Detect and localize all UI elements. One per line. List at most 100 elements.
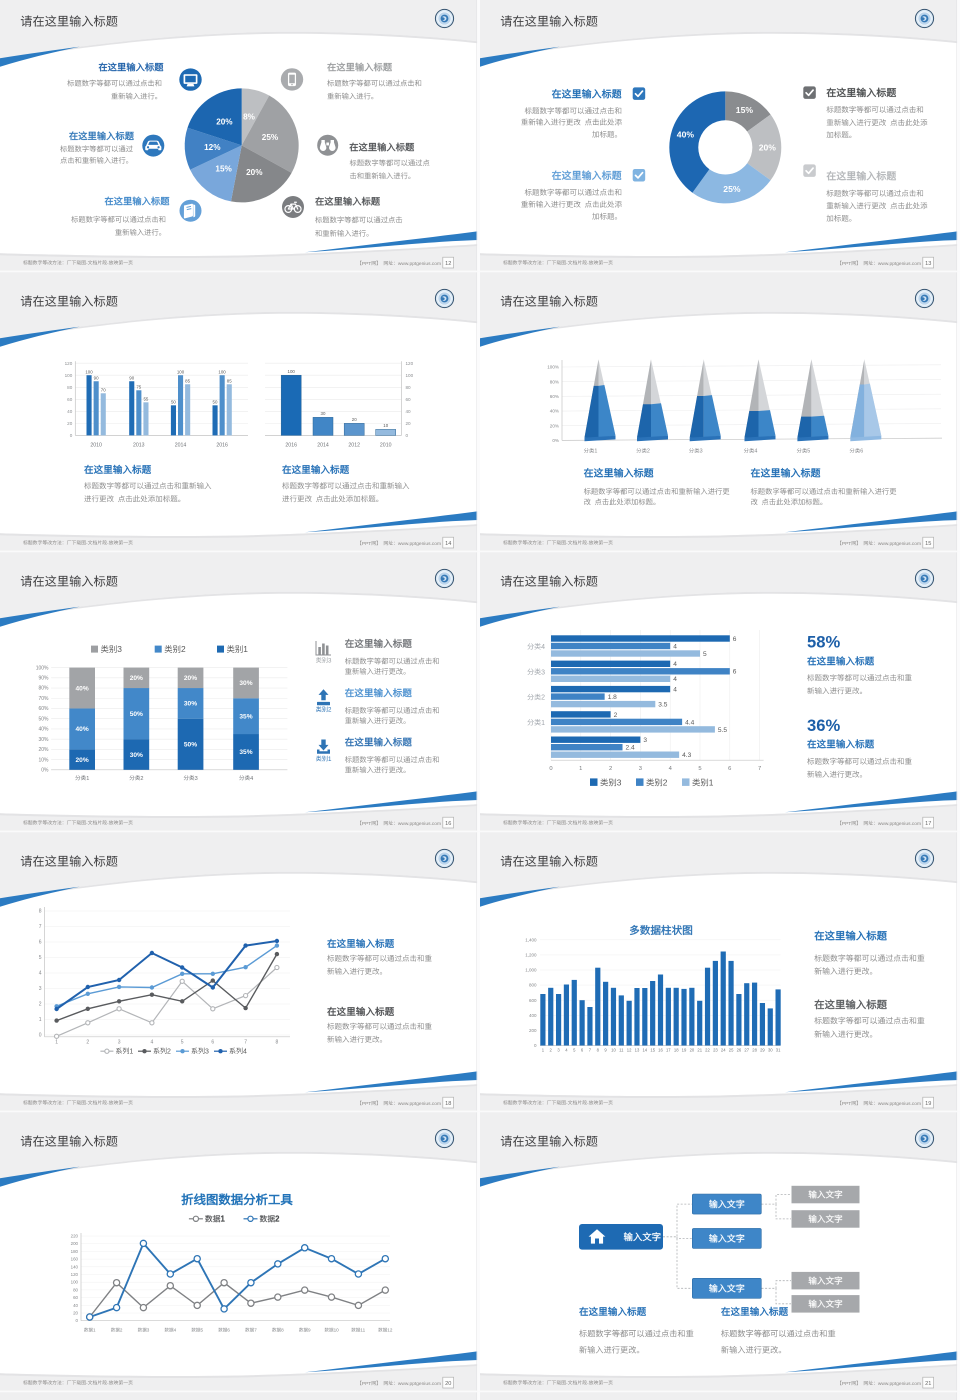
svg-text:3: 3 — [643, 737, 647, 744]
svg-text:3: 3 — [39, 986, 42, 992]
svg-text:10: 10 — [383, 423, 388, 428]
svg-text:16: 16 — [445, 821, 451, 827]
svg-text:30: 30 — [768, 1048, 773, 1053]
svg-text:20: 20 — [352, 417, 357, 422]
svg-text:7: 7 — [758, 766, 761, 772]
svg-text:35%: 35% — [239, 749, 252, 756]
svg-text:30%: 30% — [130, 752, 143, 759]
svg-text:17: 17 — [666, 1048, 671, 1053]
svg-text:400: 400 — [529, 1013, 537, 1018]
svg-text:26: 26 — [737, 1048, 742, 1053]
svg-text:25: 25 — [729, 1048, 734, 1053]
svg-text:6: 6 — [39, 940, 42, 946]
svg-text:18: 18 — [445, 1101, 451, 1107]
svg-text:20%: 20% — [38, 747, 49, 753]
svg-text:200: 200 — [71, 1241, 79, 1246]
svg-text:19: 19 — [925, 1101, 931, 1107]
svg-text:20%: 20% — [184, 675, 197, 682]
svg-text:1: 1 — [55, 1040, 58, 1046]
svg-text:50: 50 — [213, 400, 218, 405]
svg-text:60: 60 — [73, 1295, 78, 1300]
svg-text:14: 14 — [445, 541, 451, 547]
svg-text:2014: 2014 — [175, 442, 187, 448]
svg-text:100%: 100% — [36, 665, 49, 671]
svg-text:23: 23 — [713, 1048, 718, 1053]
svg-text:70%: 70% — [38, 696, 49, 702]
svg-text:50: 50 — [171, 400, 176, 405]
svg-text:100: 100 — [85, 369, 93, 374]
svg-text:40: 40 — [406, 409, 412, 414]
svg-text:20%: 20% — [246, 168, 263, 177]
svg-text:0: 0 — [76, 1318, 79, 1323]
svg-text:85: 85 — [185, 379, 190, 384]
svg-text:80: 80 — [67, 385, 73, 390]
svg-text:15%: 15% — [736, 105, 754, 115]
svg-text:27: 27 — [744, 1048, 749, 1053]
svg-text:20: 20 — [690, 1048, 695, 1053]
svg-text:21: 21 — [697, 1048, 702, 1053]
svg-text:10%: 10% — [38, 757, 49, 763]
svg-text:20: 20 — [445, 1381, 451, 1387]
svg-text:5: 5 — [181, 1040, 184, 1046]
svg-text:6: 6 — [733, 669, 737, 676]
svg-text:20: 20 — [67, 421, 73, 426]
svg-text:15%: 15% — [215, 165, 232, 174]
svg-text:4.3: 4.3 — [682, 752, 691, 759]
svg-text:2.4: 2.4 — [626, 745, 635, 752]
svg-text:14: 14 — [642, 1048, 647, 1053]
svg-text:1: 1 — [542, 1048, 545, 1053]
svg-text:50%: 50% — [38, 716, 49, 722]
svg-text:8%: 8% — [243, 113, 256, 122]
svg-text:2: 2 — [86, 1040, 89, 1046]
svg-text:4: 4 — [39, 971, 42, 977]
svg-text:140: 140 — [71, 1264, 79, 1269]
svg-text:28: 28 — [752, 1048, 757, 1053]
svg-text:40%: 40% — [550, 409, 559, 414]
svg-text:20: 20 — [406, 421, 412, 426]
svg-text:7: 7 — [589, 1048, 592, 1053]
svg-text:6: 6 — [211, 1040, 214, 1046]
svg-text:2014: 2014 — [317, 442, 329, 448]
svg-text:17: 17 — [925, 821, 931, 827]
svg-text:8: 8 — [39, 909, 42, 915]
svg-text:85: 85 — [227, 379, 232, 384]
svg-text:60%: 60% — [38, 706, 49, 712]
svg-text:4: 4 — [673, 687, 677, 694]
svg-text:2012: 2012 — [348, 442, 360, 448]
svg-text:20%: 20% — [550, 423, 559, 428]
svg-text:2: 2 — [550, 1048, 553, 1053]
svg-text:3.5: 3.5 — [658, 702, 667, 709]
svg-text:160: 160 — [71, 1257, 79, 1262]
svg-text:1: 1 — [39, 1017, 42, 1023]
svg-text:80%: 80% — [550, 379, 559, 384]
svg-text:60: 60 — [406, 397, 412, 402]
svg-text:24: 24 — [721, 1048, 726, 1053]
svg-text:1,400: 1,400 — [525, 937, 537, 942]
svg-text:8: 8 — [597, 1048, 600, 1053]
svg-text:80: 80 — [73, 1287, 78, 1292]
svg-text:0%: 0% — [41, 768, 49, 774]
svg-text:6: 6 — [733, 636, 737, 643]
svg-text:20%: 20% — [75, 757, 88, 764]
svg-text:4: 4 — [565, 1048, 568, 1053]
svg-text:4: 4 — [151, 1040, 154, 1046]
svg-text:0: 0 — [406, 433, 409, 438]
svg-text:100: 100 — [288, 369, 296, 374]
svg-text:75: 75 — [136, 385, 141, 390]
svg-text:20%: 20% — [216, 117, 233, 126]
svg-text:120: 120 — [65, 361, 73, 366]
svg-text:80%: 80% — [38, 686, 49, 692]
svg-text:5: 5 — [39, 955, 42, 961]
svg-text:11: 11 — [619, 1048, 624, 1053]
svg-text:7: 7 — [244, 1040, 247, 1046]
svg-text:100: 100 — [218, 369, 226, 374]
svg-text:4: 4 — [673, 661, 677, 668]
svg-text:40%: 40% — [75, 726, 88, 733]
svg-text:100: 100 — [71, 1280, 79, 1285]
svg-text:6: 6 — [581, 1048, 584, 1053]
svg-text:70: 70 — [101, 388, 106, 393]
svg-text:40%: 40% — [38, 727, 49, 733]
svg-text:50%: 50% — [184, 742, 197, 749]
svg-text:0: 0 — [534, 1043, 537, 1048]
svg-text:50%: 50% — [130, 711, 143, 718]
